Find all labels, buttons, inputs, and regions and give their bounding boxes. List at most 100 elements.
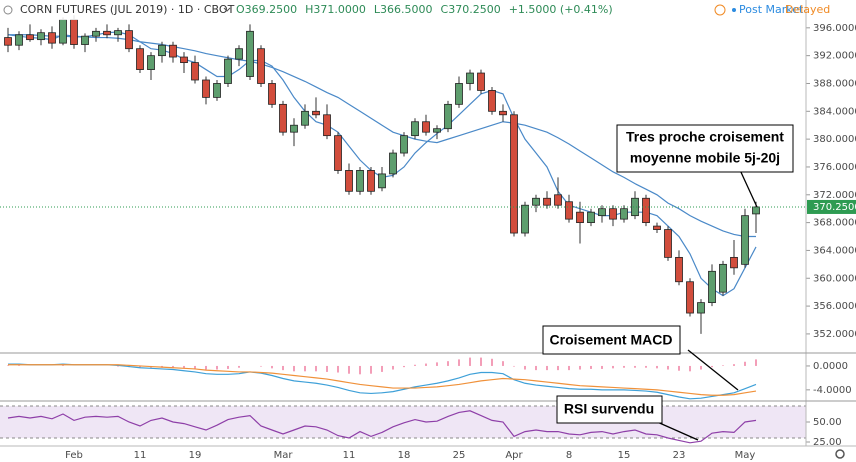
histogram-bar <box>326 365 328 372</box>
histogram-bar <box>227 365 229 369</box>
candle-body <box>631 197 639 217</box>
histogram-bar <box>436 362 438 366</box>
candle-body <box>323 114 331 137</box>
histogram-bar <box>260 365 262 367</box>
histogram-bar <box>216 365 218 370</box>
plot-area: 352.0000 356.0000 360.0000 364.0000 368.0000… <box>0 15 856 461</box>
last-price-label: 370.2500 <box>813 202 856 213</box>
candle-body <box>290 124 298 133</box>
candle-body <box>675 256 683 283</box>
dropdown-caret[interactable] <box>223 7 231 12</box>
candle-body <box>433 128 441 133</box>
y-tick-label: 368.0000 <box>813 218 856 229</box>
annotation: Tres proche croisement <box>626 129 784 145</box>
y-tick-label: 356.0000 <box>813 301 856 312</box>
candle-body <box>191 62 199 81</box>
delay-status: Delayed <box>785 3 830 16</box>
annotation-box <box>556 395 663 424</box>
candle-body <box>697 302 705 314</box>
status-icon <box>714 4 726 16</box>
histogram-bar <box>447 361 449 366</box>
x-tick-label: 19 <box>189 450 202 461</box>
candle-body <box>499 110 507 116</box>
quote-value: +1.5000 (+0.41%) <box>509 3 613 16</box>
quote-value: O369.2500 <box>236 3 297 16</box>
y-tick-label: 50.00 <box>813 417 842 428</box>
histogram-bar <box>568 365 570 371</box>
y-tick-label: 396.0000 <box>813 23 856 34</box>
x-tick-label: 15 <box>618 450 631 461</box>
y-tick-label: 25.00 <box>813 437 842 448</box>
candle-body <box>400 135 408 154</box>
y-tick-label: 388.0000 <box>813 78 856 89</box>
quote-value: C370.2500 <box>441 3 501 16</box>
candle-body <box>455 83 463 105</box>
histogram-bar <box>656 365 658 369</box>
candle-body <box>730 256 738 269</box>
candle-body <box>235 48 243 60</box>
histogram-bar <box>755 359 757 366</box>
histogram-bar <box>359 365 361 375</box>
candle-body <box>103 30 111 36</box>
y-tick-label: 376.0000 <box>813 162 856 173</box>
candle-body <box>301 110 309 126</box>
candle-body <box>664 229 672 258</box>
y-tick-label: 384.0000 <box>813 106 856 117</box>
histogram-bar <box>480 357 482 366</box>
candle-body <box>367 170 375 192</box>
icon <box>3 5 13 15</box>
candle-body <box>246 30 254 77</box>
candle-body <box>598 208 606 217</box>
histogram-bar <box>513 365 515 367</box>
y-tick-label: -4.0000 <box>813 385 852 396</box>
symbol-title[interactable]: CORN FUTURES (JUL 2019) · 1D · CBOT <box>20 3 235 16</box>
candle-body <box>334 135 342 171</box>
candle-body <box>686 281 694 314</box>
histogram-bar <box>271 365 273 369</box>
candle-body <box>444 103 452 130</box>
candle-body <box>136 48 144 70</box>
x-tick-label: 25 <box>453 450 466 461</box>
histogram-bar <box>502 361 504 366</box>
annotation: moyenne mobile 5j-20j <box>630 150 780 166</box>
histogram-bar <box>238 365 240 368</box>
candle-body <box>587 211 595 224</box>
x-tick-label: May <box>735 450 756 461</box>
histogram-bar <box>722 365 724 366</box>
y-tick-label: 352.0000 <box>813 329 856 340</box>
arrow <box>654 420 699 441</box>
x-tick-label: 11 <box>343 450 356 461</box>
x-tick-label: Apr <box>505 450 523 461</box>
histogram-bar <box>293 365 295 372</box>
histogram-bar <box>392 365 394 370</box>
histogram-bar <box>315 365 317 372</box>
histogram-bar <box>62 365 64 366</box>
candle-body <box>411 121 419 137</box>
histogram-bar <box>733 364 735 366</box>
arrow <box>687 349 739 391</box>
candle-body <box>389 152 397 175</box>
x-tick-label: Feb <box>65 450 83 461</box>
settings-icon[interactable] <box>835 449 845 459</box>
x-tick-label: 23 <box>673 450 686 461</box>
candle-body <box>620 208 628 220</box>
candle-body <box>15 34 23 46</box>
candle-body <box>532 197 540 206</box>
indicator-line <box>8 363 757 400</box>
histogram-bar <box>348 365 350 374</box>
candle-body <box>356 170 364 192</box>
candle-body <box>268 83 276 105</box>
candle-body <box>510 114 518 234</box>
candle-body <box>345 170 353 192</box>
candle-body <box>114 30 122 36</box>
histogram-bar <box>711 365 713 368</box>
candle-body <box>147 55 155 70</box>
candle-body <box>37 32 45 41</box>
candle-body <box>169 44 177 58</box>
histogram-bar <box>458 359 460 366</box>
indicator-line <box>8 364 757 396</box>
histogram-bar <box>425 363 427 366</box>
y-tick-label: 0.0000 <box>813 361 848 372</box>
